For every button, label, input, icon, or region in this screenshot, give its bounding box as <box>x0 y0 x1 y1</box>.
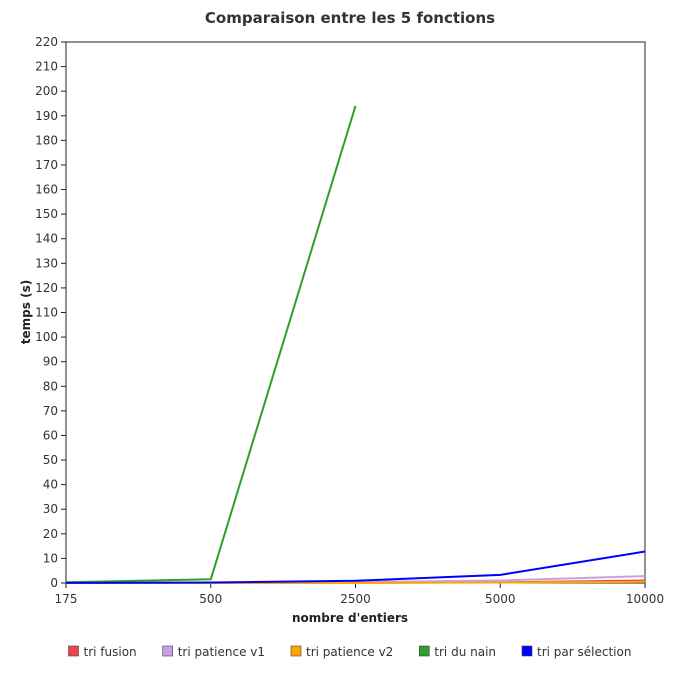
y-tick-label: 60 <box>43 428 58 442</box>
series-line-3 <box>65 105 357 584</box>
y-tick-label: 90 <box>43 355 58 369</box>
y-tick-label: 150 <box>35 207 58 221</box>
y-tick-label: 0 <box>50 576 58 590</box>
x-tick-label: 175 <box>55 592 78 606</box>
y-tick-label: 190 <box>35 109 58 123</box>
y-tick-label: 110 <box>35 306 58 320</box>
legend-label: tri du nain <box>434 645 496 659</box>
legend-label: tri patience v2 <box>306 645 393 659</box>
series-line-4 <box>65 550 646 584</box>
legend-swatch <box>290 645 302 657</box>
y-tick-label: 10 <box>43 551 58 565</box>
legend-label: tri par sélection <box>537 645 631 659</box>
legend-item: tri fusion <box>68 645 137 659</box>
y-tick-label: 120 <box>35 281 58 295</box>
y-tick-label: 20 <box>43 527 58 541</box>
y-axis-title: temps (s) <box>19 280 33 344</box>
y-tick-label: 100 <box>35 330 58 344</box>
y-tick-label: 200 <box>35 84 58 98</box>
chart-title: Comparaison entre les 5 fonctions <box>205 9 495 27</box>
y-tick-label: 220 <box>35 35 58 49</box>
legend-item: tri du nain <box>418 645 496 659</box>
series-lines <box>65 105 646 584</box>
y-tick-label: 70 <box>43 404 58 418</box>
legend-swatch <box>521 645 533 657</box>
x-tick-label: 500 <box>199 592 222 606</box>
y-axis-ticks: 0 10 20 30 40 50 60 70 80 90 100 110 120 130 140 150 160… <box>35 35 66 590</box>
y-tick-label: 130 <box>35 256 58 270</box>
x-tick-label: 5000 <box>485 592 516 606</box>
plot-area <box>65 41 646 584</box>
y-tick-label: 40 <box>43 478 58 492</box>
legend-item: tri patience v1 <box>162 645 265 659</box>
legend-swatch <box>68 645 79 657</box>
y-tick-label: 140 <box>35 232 58 246</box>
legend: tri fusion tri patience v1 tri patience v2… <box>68 645 631 659</box>
x-axis-title: nombre d'entiers <box>292 611 408 625</box>
y-tick-label: 30 <box>43 502 58 516</box>
y-tick-label: 210 <box>35 60 58 74</box>
legend-item: tri par sélection <box>521 645 631 659</box>
y-tick-label: 80 <box>43 379 58 393</box>
y-tick-label: 160 <box>35 183 58 197</box>
x-axis-ticks: 175 500 2500 5000 10000 <box>55 583 664 606</box>
y-tick-label: 50 <box>43 453 58 467</box>
x-tick-label: 2500 <box>340 592 371 606</box>
y-tick-label: 180 <box>35 133 58 147</box>
legend-label: tri patience v1 <box>178 645 265 659</box>
legend-item: tri patience v2 <box>290 645 393 659</box>
x-tick-label: 10000 <box>626 592 664 606</box>
legend-swatch <box>418 645 430 657</box>
legend-label: tri fusion <box>84 645 137 659</box>
legend-swatch <box>162 645 173 657</box>
y-tick-label: 170 <box>35 158 58 172</box>
